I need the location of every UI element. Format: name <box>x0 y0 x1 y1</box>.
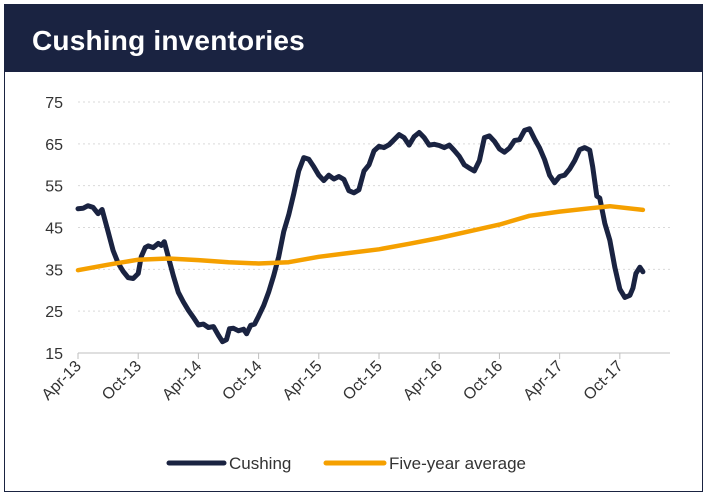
series-line-five-year-average <box>75 203 646 273</box>
series-line-cushing <box>75 126 646 345</box>
x-tick-label: Oct-16 <box>460 358 506 404</box>
x-tick-label: Apr-13 <box>39 358 85 404</box>
x-tick-label: Apr-17 <box>520 358 566 404</box>
y-tick-label: 55 <box>45 179 63 196</box>
x-tick-label: Oct-14 <box>219 358 265 404</box>
legend-cushing-label: Cushing <box>229 454 291 473</box>
y-tick-label: 15 <box>45 346 63 363</box>
x-tick-label: Apr-15 <box>280 358 326 404</box>
y-tick-label: 75 <box>45 95 63 112</box>
title-bar: Cushing inventories <box>5 5 702 72</box>
y-tick-label: 45 <box>45 221 63 238</box>
x-tick-label: Oct-15 <box>340 358 386 404</box>
x-tick-label: Oct-17 <box>581 358 627 404</box>
y-tick-label: 35 <box>45 262 63 279</box>
x-tick-label: Oct-13 <box>99 358 145 404</box>
y-tick-label: 25 <box>45 304 63 321</box>
legend-five-year-average-label: Five-year average <box>389 454 526 473</box>
chart-frame: Cushing inventories <box>4 4 703 492</box>
x-tick-label: Apr-16 <box>400 358 446 404</box>
chart-title: Cushing inventories <box>32 25 305 56</box>
x-tick-label: Apr-14 <box>159 358 205 404</box>
y-tick-label: 65 <box>45 137 63 154</box>
